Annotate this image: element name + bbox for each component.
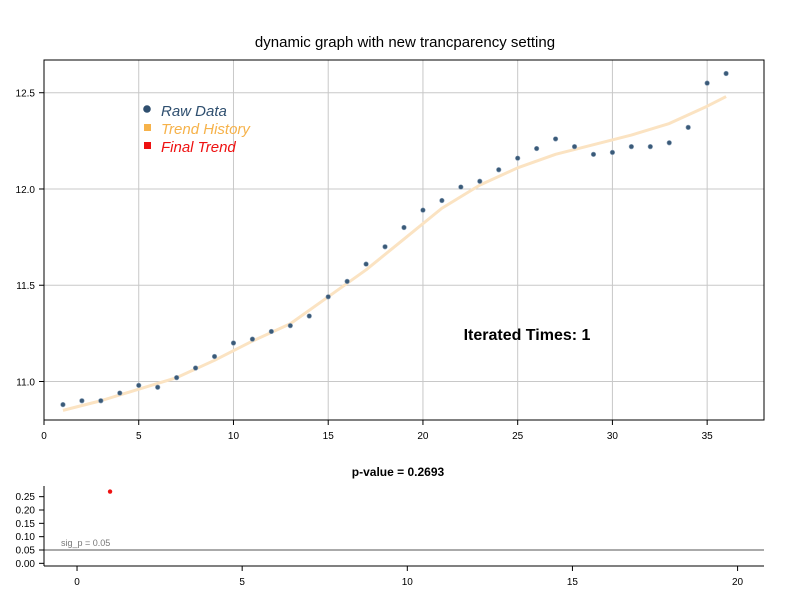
- main-chart: dynamic graph with new trancparency sett…: [16, 34, 765, 442]
- x-tick-label: 35: [702, 431, 714, 442]
- raw-data-point: [117, 390, 123, 396]
- raw-data-point: [458, 184, 464, 190]
- pvalue-point: [107, 489, 113, 494]
- iterated-times-annotation: Iterated Times: 1: [464, 327, 591, 344]
- raw-data-points: [60, 70, 729, 408]
- raw-data-point: [723, 70, 729, 77]
- y-tick-label: 11.5: [16, 281, 35, 292]
- raw-data-point: [401, 224, 407, 231]
- y-tick-label: 0.00: [16, 559, 36, 570]
- raw-data-point: [590, 151, 597, 157]
- x-tick-label: 20: [732, 577, 744, 588]
- main-chart-title: dynamic graph with new trancparency sett…: [255, 34, 555, 51]
- significance-line: sig_p = 0.05: [44, 538, 764, 551]
- raw-data-point: [496, 167, 502, 173]
- raw-data-point: [174, 375, 180, 381]
- raw-data-point: [98, 398, 104, 404]
- x-tick-label: 20: [417, 431, 429, 442]
- y-tick-label: 12.5: [16, 89, 36, 100]
- raw-data-point: [609, 149, 616, 156]
- x-tick-label: 0: [41, 431, 47, 442]
- raw-data-point: [60, 401, 66, 408]
- legend-label-trend-history: Trend History: [161, 121, 251, 138]
- x-tick-label: 5: [136, 431, 142, 442]
- raw-data-point: [155, 384, 161, 390]
- legend-marker-trend-history: [144, 124, 151, 131]
- raw-data-point: [571, 144, 578, 150]
- y-tick-label: 0.05: [16, 546, 36, 557]
- x-tick-label: 10: [228, 431, 240, 442]
- raw-data-point: [382, 244, 388, 250]
- raw-data-point: [647, 144, 653, 150]
- raw-data-point: [704, 80, 710, 86]
- x-tick-label: 15: [323, 431, 335, 442]
- raw-data-point: [136, 382, 142, 388]
- legend-label-final-trend: Final Trend: [161, 139, 236, 156]
- pvalue-points: [107, 489, 113, 494]
- y-tick-label: 0.20: [16, 506, 36, 517]
- raw-data-point: [628, 144, 634, 150]
- raw-data-point: [192, 365, 199, 371]
- y-tick-label: 0.25: [16, 492, 36, 503]
- legend: Raw Data Trend History Final Trend: [143, 103, 251, 156]
- pvalue-x-axis: 0 5 10 15 20: [74, 566, 744, 588]
- x-tick-label: 25: [512, 431, 524, 442]
- legend-label-raw-data: Raw Data: [161, 103, 227, 120]
- pvalue-y-axis: 0.00 0.05 0.10 0.15 0.20 0.25: [16, 492, 44, 570]
- raw-data-point: [552, 136, 559, 142]
- x-tick-label: 10: [402, 577, 414, 588]
- x-tick-label: 30: [607, 431, 619, 442]
- raw-data-point: [477, 178, 483, 184]
- raw-data-point: [666, 140, 672, 146]
- main-x-axis: 0 5 10 15 20 25 30 35: [41, 420, 713, 442]
- main-plot-frame: [43, 59, 765, 421]
- x-tick-label: 5: [239, 577, 245, 588]
- pvalue-chart-title: p-value = 0.2693: [352, 465, 445, 479]
- y-tick-label: 0.15: [16, 519, 36, 530]
- legend-marker-raw-data: [143, 105, 151, 113]
- main-y-axis: 11.0 11.5 12.0 12.5: [16, 89, 44, 388]
- main-grid: [44, 60, 764, 420]
- raw-data-point: [325, 294, 331, 300]
- raw-data-point: [420, 207, 426, 213]
- legend-marker-final-trend: [144, 142, 151, 149]
- raw-data-point: [287, 323, 293, 329]
- raw-data-point: [268, 328, 274, 335]
- raw-data-point: [79, 398, 85, 404]
- raw-data-point: [439, 197, 445, 204]
- raw-data-point: [685, 124, 691, 130]
- raw-data-point: [534, 145, 540, 152]
- pvalue-chart: p-value = 0.2693 sig_p = 0.05 0 5 10 15 20 0…: [16, 465, 764, 588]
- y-tick-label: 12.0: [16, 185, 36, 196]
- y-tick-label: 11.0: [16, 377, 35, 388]
- y-tick-label: 0.10: [16, 532, 36, 543]
- x-tick-label: 15: [567, 577, 579, 588]
- x-tick-label: 0: [74, 577, 80, 588]
- raw-data-point: [363, 261, 369, 267]
- raw-data-point: [515, 155, 521, 161]
- raw-data-point: [306, 313, 312, 319]
- raw-data-point: [249, 336, 256, 342]
- significance-line-label: sig_p = 0.05: [61, 538, 110, 548]
- raw-data-point: [211, 353, 218, 360]
- raw-data-point: [230, 340, 237, 346]
- raw-data-point: [344, 278, 350, 284]
